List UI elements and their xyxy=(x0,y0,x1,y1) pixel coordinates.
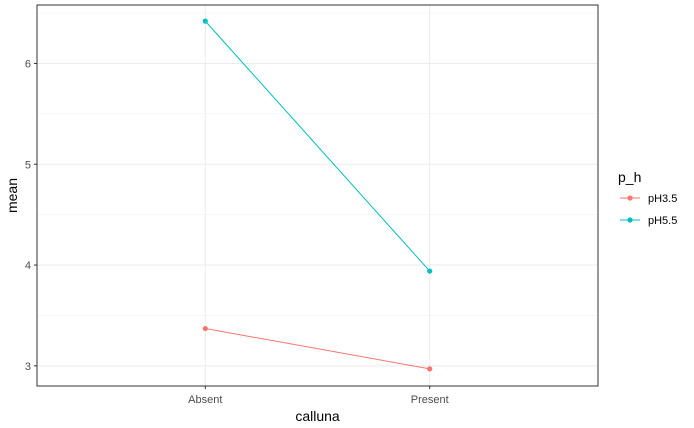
data-point xyxy=(202,325,208,332)
x-axis: Absent Present xyxy=(188,386,449,406)
x-tick-label: Absent xyxy=(188,394,222,406)
legend-item: pH5.5 xyxy=(620,215,677,227)
y-tick-label: 4 xyxy=(25,260,31,272)
series-line xyxy=(205,328,430,370)
data-point xyxy=(427,366,433,372)
y-tick-label: 3 xyxy=(25,361,31,373)
series-pH3.5 xyxy=(202,325,433,372)
legend-items: pH3.5 pH5.5 xyxy=(620,193,677,227)
minor-gridlines xyxy=(37,12,598,316)
legend-key-point xyxy=(627,217,633,223)
y-tick-label: 6 xyxy=(25,58,31,70)
legend-label: pH3.5 xyxy=(648,193,677,205)
major-gridlines xyxy=(37,5,598,386)
legend-label: pH5.5 xyxy=(648,215,677,227)
legend-title: p_h xyxy=(618,169,641,185)
legend: p_h pH3.5 pH5.5 xyxy=(618,169,677,227)
y-tick-label: 5 xyxy=(25,159,31,171)
data-point xyxy=(202,18,208,24)
y-axis-title: mean xyxy=(4,178,20,213)
series-layer xyxy=(202,18,433,372)
panel-border xyxy=(36,4,599,387)
legend-item: pH3.5 xyxy=(620,193,677,205)
series-pH5.5 xyxy=(202,18,433,274)
x-axis-title: calluna xyxy=(295,408,340,424)
y-axis: 3 4 5 6 xyxy=(25,58,37,373)
data-point xyxy=(427,268,433,274)
series-line xyxy=(204,20,431,272)
legend-key-point xyxy=(627,195,633,201)
x-tick-label: Present xyxy=(411,394,449,406)
